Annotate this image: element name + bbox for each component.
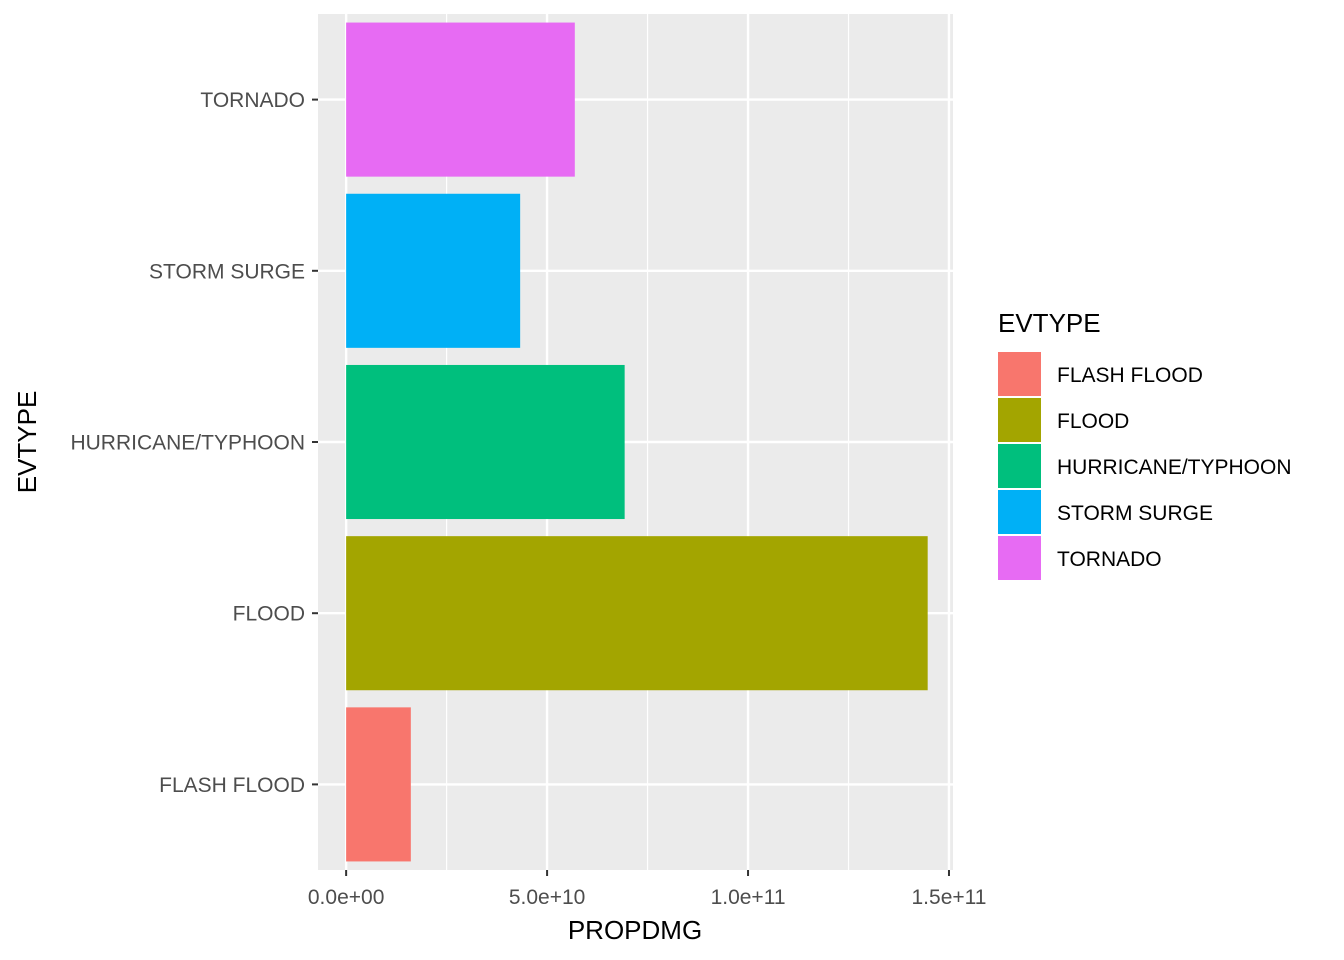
- legend-label: STORM SURGE: [1057, 502, 1213, 525]
- legend: FLASH FLOOD FLOOD HURRICANE/TYPHOON STORM S…: [998, 352, 1292, 580]
- y-tick-label: FLASH FLOOD: [159, 774, 305, 797]
- legend-label: FLOOD: [1057, 410, 1129, 433]
- bar-flash-flood: [346, 707, 411, 862]
- x-tick-label: 5.0e+10: [509, 886, 586, 909]
- bar-storm-surge: [346, 193, 521, 348]
- y-axis-title: EVTYPE: [12, 391, 42, 494]
- legend-key: [998, 398, 1041, 442]
- legend-label: TORNADO: [1057, 548, 1162, 571]
- y-tick-label: TORNADO: [200, 89, 305, 112]
- legend-key: [998, 536, 1041, 580]
- legend-key: [998, 490, 1041, 534]
- legend-label: HURRICANE/TYPHOON: [1057, 456, 1292, 479]
- y-tick-label: HURRICANE/TYPHOON: [70, 432, 305, 455]
- x-axis-title: PROPDMG: [568, 915, 702, 945]
- bars: [346, 22, 928, 862]
- x-tick-label: 1.5e+11: [912, 886, 987, 909]
- legend-label: FLASH FLOOD: [1057, 364, 1203, 387]
- bar-hurricane-typhoon: [346, 364, 625, 520]
- legend-title: EVTYPE: [998, 308, 1101, 338]
- legend-key: [998, 352, 1041, 396]
- x-axis-ticks: 0.0e+00 5.0e+10 1.0e+11 1.5e+11: [308, 870, 987, 909]
- x-tick-label: 0.0e+00: [308, 886, 385, 909]
- y-axis-ticks: FLASH FLOOD FLOOD HURRICANE/TYPHOON STORM S…: [70, 89, 318, 797]
- y-tick-label: FLOOD: [233, 603, 305, 626]
- y-tick-label: STORM SURGE: [149, 260, 305, 283]
- legend-key: [998, 444, 1041, 488]
- bar-tornado: [346, 22, 575, 177]
- x-tick-label: 1.0e+11: [711, 886, 786, 909]
- bar-flood: [346, 536, 928, 691]
